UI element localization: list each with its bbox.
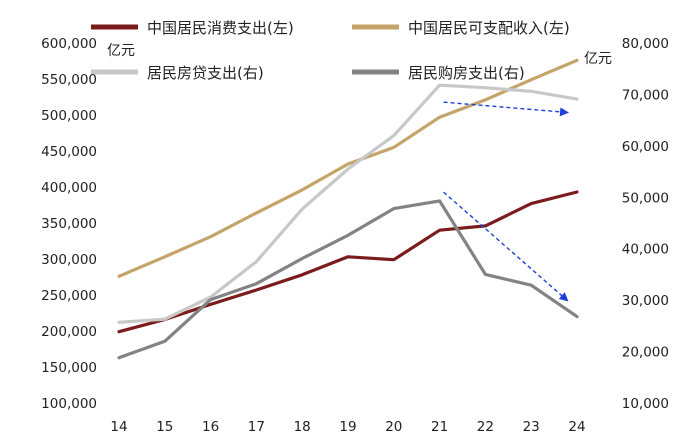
annotation-layer [443, 101, 569, 302]
x-tick-label: 14 [110, 419, 127, 435]
right-tick-label: 40,000 [622, 242, 669, 258]
left-tick-label: 500,000 [41, 108, 97, 124]
right-axis-unit: 亿元 [584, 51, 612, 67]
series-line-2 [117, 83, 579, 324]
left-tick-label: 550,000 [41, 72, 97, 88]
legend: 中国居民消费支出(左) 中国居民可支配收入(左) 居民房贷支出(右) 居民购房支出(右… [91, 19, 570, 82]
legend-label: 居民房贷支出(右) [147, 64, 264, 82]
left-tick-label: 350,000 [41, 216, 97, 232]
left-tick-label: 150,000 [41, 360, 97, 376]
x-tick-label: 16 [202, 419, 219, 435]
x-axis: 14 15 16 17 18 19 20 21 22 23 24 [110, 419, 585, 435]
left-tick-label: 250,000 [41, 288, 97, 304]
x-tick-label: 21 [431, 419, 448, 435]
left-tick-label: 450,000 [41, 144, 97, 160]
right-tick-label: 20,000 [622, 345, 669, 361]
series-line-3 [117, 199, 579, 360]
x-tick-label: 23 [523, 419, 540, 435]
x-tick-label: 15 [156, 419, 173, 435]
right-tick-label: 70,000 [622, 87, 669, 103]
legend-label: 中国居民消费支出(左) [147, 19, 294, 37]
right-y-axis: 10,000 20,000 30,000 40,000 50,000 60,000 70,0… [622, 36, 669, 412]
x-tick-label: 18 [294, 419, 311, 435]
right-tick-label: 30,000 [622, 293, 669, 309]
left-tick-label: 200,000 [41, 324, 97, 340]
series-line-0 [117, 190, 579, 334]
x-tick-label: 19 [339, 419, 356, 435]
right-tick-label: 50,000 [622, 190, 669, 206]
right-tick-label: 10,000 [622, 396, 669, 412]
x-tick-label: 24 [568, 419, 585, 435]
x-tick-label: 20 [385, 419, 402, 435]
left-tick-label: 100,000 [41, 396, 97, 412]
series-layer [117, 58, 579, 360]
left-tick-label: 600,000 [41, 36, 97, 52]
left-y-axis: 100,000 150,000 200,000 250,000 300,000 350,0… [41, 36, 97, 412]
right-tick-label: 80,000 [622, 36, 669, 52]
x-tick-label: 22 [477, 419, 494, 435]
legend-label: 中国居民可支配收入(左) [408, 19, 570, 37]
left-tick-label: 400,000 [41, 180, 97, 196]
legend-label: 居民购房支出(右) [408, 64, 525, 82]
trend-arrow-1 [443, 191, 569, 302]
left-tick-label: 300,000 [41, 252, 97, 268]
right-tick-label: 60,000 [622, 139, 669, 155]
left-axis-unit: 亿元 [107, 43, 135, 59]
series-line-1 [117, 58, 579, 278]
x-tick-label: 17 [248, 419, 265, 435]
